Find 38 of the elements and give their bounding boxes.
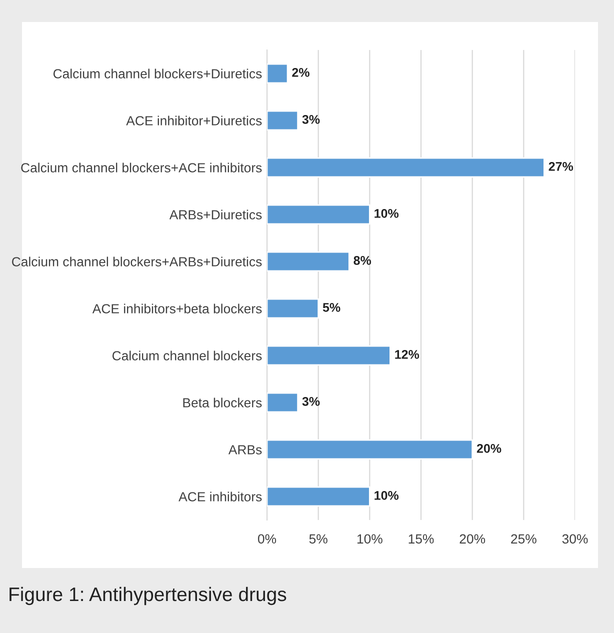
bar (267, 345, 391, 366)
y-tick-label: Calcium channel blockers+ARBs+Diuretics (12, 256, 262, 266)
bar (267, 392, 298, 413)
data-label: 3% (302, 397, 320, 406)
y-tick-label: ARBs+Diuretics (169, 210, 262, 220)
y-tick-label: ACE inhibitor+Diuretics (126, 116, 262, 126)
y-tick-label: Calcium channel blockers+ACE inhibitors (21, 162, 262, 172)
data-label: 27% (548, 162, 574, 171)
bar (267, 110, 298, 131)
bar (267, 298, 320, 319)
data-label: 12% (395, 350, 420, 359)
y-tick-label: ACE inhibitors (178, 492, 262, 502)
x-tick-label: 5% (309, 534, 328, 544)
y-tick-label: Calcium channel blockers+Diuretics (53, 68, 262, 78)
x-tick-label: 0% (258, 534, 276, 544)
data-label: 8% (354, 256, 372, 265)
bar (267, 486, 370, 507)
y-tick-label: Beta blockers (183, 398, 262, 408)
data-label: 20% (476, 444, 502, 453)
y-tick-label: ACE inhibitors+beta blockers (92, 304, 262, 314)
data-label: 2% (292, 68, 310, 77)
data-label: 10% (374, 209, 399, 218)
x-tick-label: 25% (511, 534, 536, 544)
caption: Figure 1: Antihypertensive drugs (10, 586, 286, 606)
bar (267, 157, 545, 178)
data-label: 3% (302, 115, 320, 124)
data-label: 10% (374, 491, 399, 500)
y-tick-label: ARBs (228, 445, 262, 454)
bar (267, 204, 370, 225)
x-tick-label: 10% (357, 534, 382, 544)
data-label: 5% (322, 303, 340, 312)
bar (267, 251, 350, 272)
bar (267, 439, 474, 460)
y-tick-label: Calcium channel blockers (112, 350, 262, 360)
bar (267, 63, 288, 84)
x-tick-label: 30% (562, 534, 588, 544)
x-tick-label: 20% (460, 534, 486, 544)
x-tick-label: 15% (408, 534, 434, 544)
